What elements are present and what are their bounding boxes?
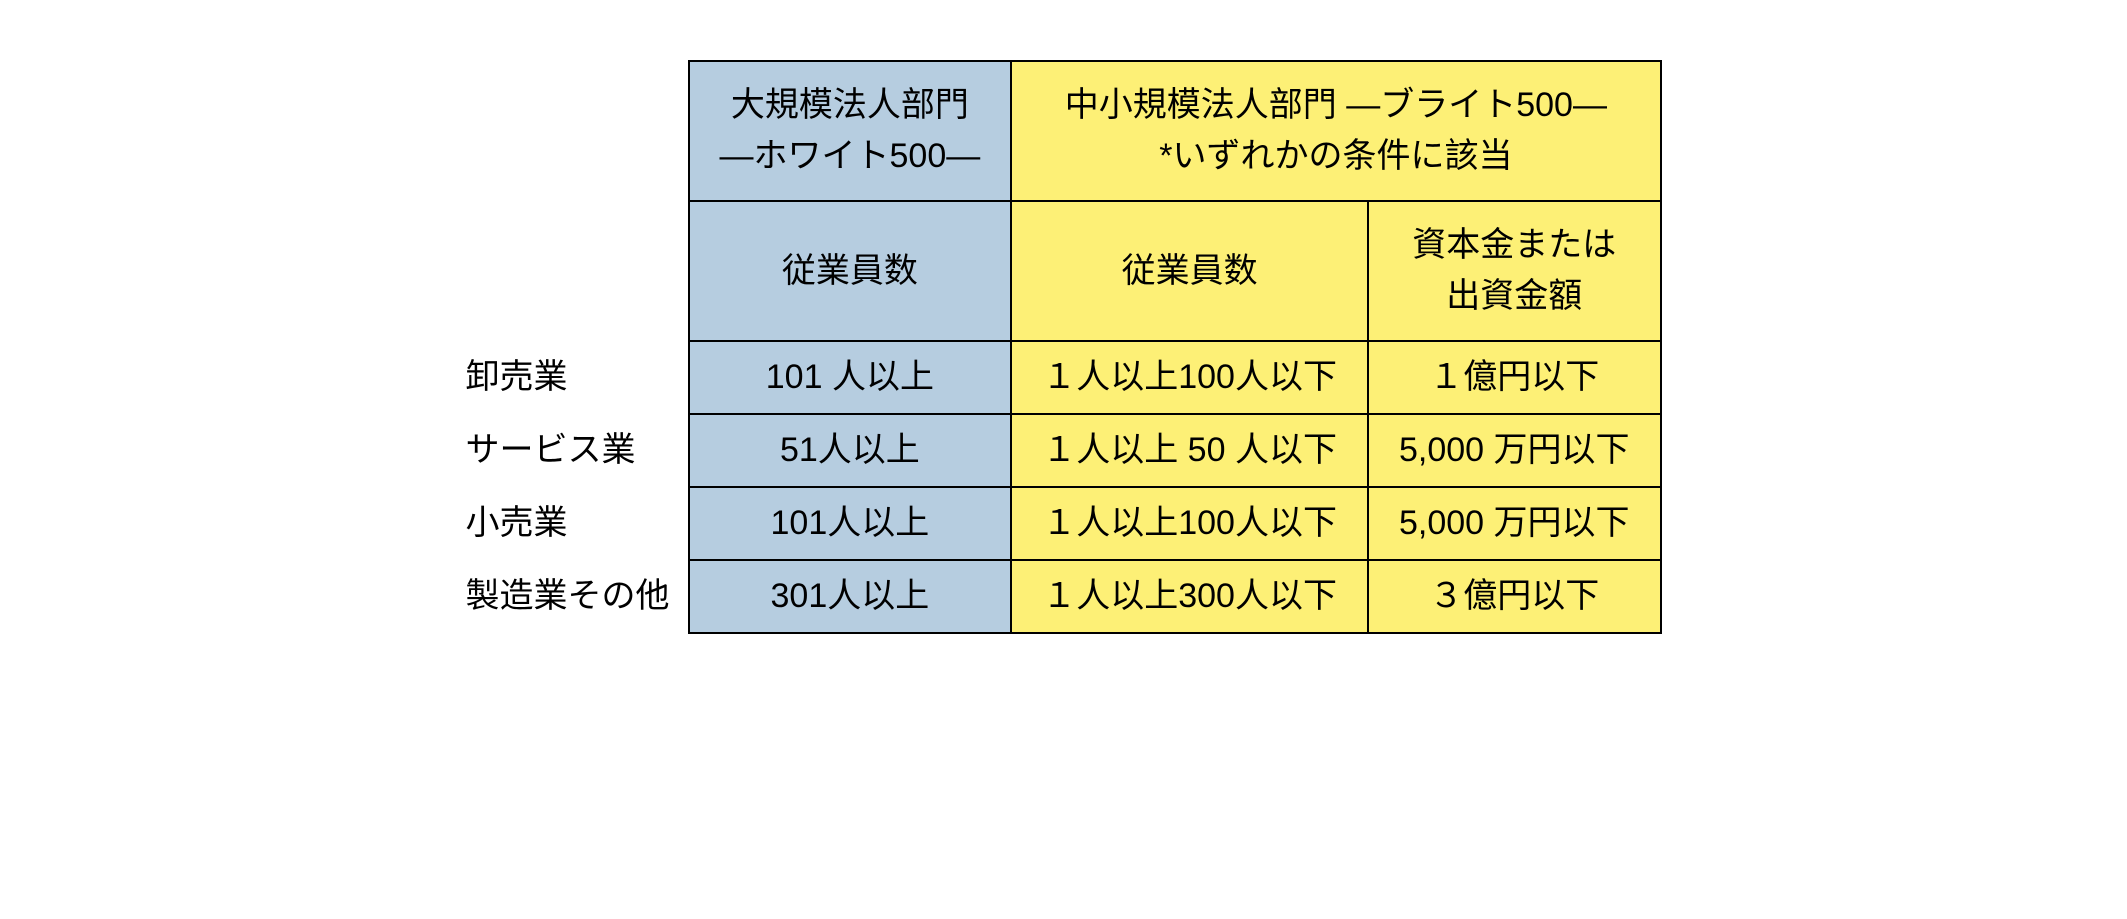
cell-large-employees-0: 101 人以上 (689, 341, 1012, 414)
header-large-line2: ―ホワイト500― (720, 131, 981, 182)
sub-header-sme-capital-line1: 資本金または (1399, 220, 1630, 271)
row-label-0: 卸売業 (466, 341, 689, 414)
table-row: サービス業 51人以上 １人以上 50 人以下 5,000 万円以下 (466, 414, 1661, 487)
cell-sme-employees-2: １人以上100人以下 (1011, 487, 1368, 560)
header-sme-line1: 中小規模法人部門 ―ブライト500― (1042, 80, 1629, 131)
cell-sme-capital-1: 5,000 万円以下 (1368, 414, 1661, 487)
corner-empty (466, 61, 689, 201)
row-label-2: 小売業 (466, 487, 689, 560)
header-sme-line2: *いずれかの条件に該当 (1042, 131, 1629, 182)
cell-sme-employees-1: １人以上 50 人以下 (1011, 414, 1368, 487)
row-label-1: サービス業 (466, 414, 689, 487)
sub-header-sme-capital: 資本金または 出資金額 (1368, 201, 1661, 341)
cell-sme-capital-0: １億円以下 (1368, 341, 1661, 414)
cell-large-employees-3: 301人以上 (689, 560, 1012, 633)
cell-sme-capital-3: ３億円以下 (1368, 560, 1661, 633)
cell-sme-employees-3: １人以上300人以下 (1011, 560, 1368, 633)
header-sme: 中小規模法人部門 ―ブライト500― *いずれかの条件に該当 (1011, 61, 1660, 201)
classification-table: 大規模法人部門 ―ホワイト500― 中小規模法人部門 ―ブライト500― *いず… (466, 60, 1662, 634)
cell-sme-capital-2: 5,000 万円以下 (1368, 487, 1661, 560)
header-row: 大規模法人部門 ―ホワイト500― 中小規模法人部門 ―ブライト500― *いず… (466, 61, 1661, 201)
header-large: 大規模法人部門 ―ホワイト500― (689, 61, 1012, 201)
header-large-line1: 大規模法人部門 (720, 80, 981, 131)
row-label-3: 製造業その他 (466, 560, 689, 633)
table: 大規模法人部門 ―ホワイト500― 中小規模法人部門 ―ブライト500― *いず… (466, 60, 1662, 634)
cell-large-employees-2: 101人以上 (689, 487, 1012, 560)
sub-header-sme-capital-line2: 出資金額 (1399, 271, 1630, 322)
table-row: 小売業 101人以上 １人以上100人以下 5,000 万円以下 (466, 487, 1661, 560)
sub-header-sme-employees: 従業員数 (1011, 201, 1368, 341)
cell-sme-employees-0: １人以上100人以下 (1011, 341, 1368, 414)
sub-header-large-employees: 従業員数 (689, 201, 1012, 341)
table-row: 卸売業 101 人以上 １人以上100人以下 １億円以下 (466, 341, 1661, 414)
corner-empty-2 (466, 201, 689, 341)
sub-header-row: 従業員数 従業員数 資本金または 出資金額 (466, 201, 1661, 341)
table-row: 製造業その他 301人以上 １人以上300人以下 ３億円以下 (466, 560, 1661, 633)
cell-large-employees-1: 51人以上 (689, 414, 1012, 487)
